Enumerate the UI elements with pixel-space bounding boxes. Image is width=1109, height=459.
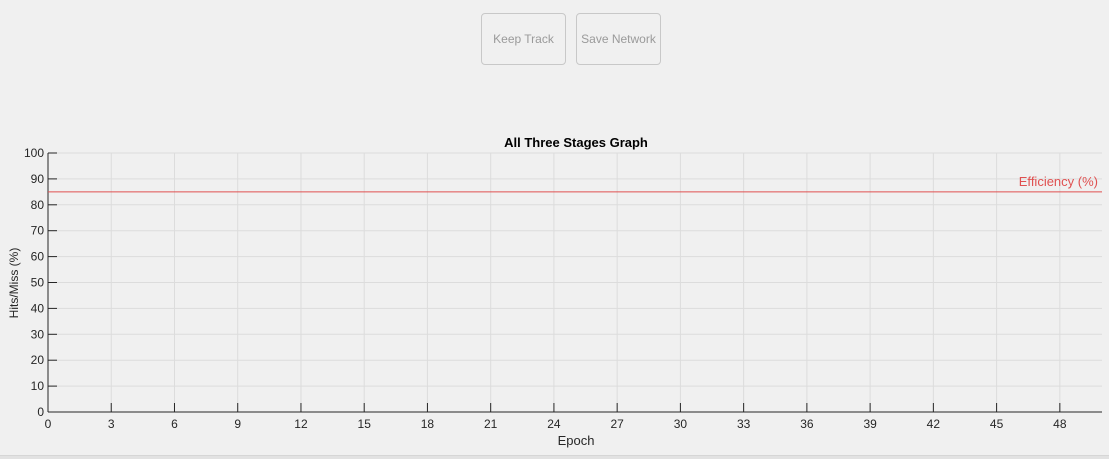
- x-tick-label: 21: [484, 417, 498, 431]
- x-tick-label: 3: [108, 417, 115, 431]
- y-tick-label: 80: [31, 198, 45, 212]
- y-tick-label: 90: [31, 172, 45, 186]
- save-network-button[interactable]: Save Network: [576, 13, 661, 65]
- x-tick-label: 36: [800, 417, 814, 431]
- x-tick-label: 27: [610, 417, 624, 431]
- y-tick-label: 100: [24, 146, 44, 160]
- x-tick-label: 18: [421, 417, 435, 431]
- chart-title: All Three Stages Graph: [504, 135, 648, 150]
- y-tick-label: 20: [31, 353, 45, 367]
- x-tick-label: 0: [45, 417, 52, 431]
- toolbar: Keep Track Save Network: [481, 13, 661, 65]
- x-tick-label: 9: [234, 417, 241, 431]
- y-tick-label: 0: [37, 405, 44, 419]
- x-tick-label: 33: [737, 417, 751, 431]
- x-tick-label: 48: [1053, 417, 1067, 431]
- y-tick-label: 10: [31, 379, 45, 393]
- x-tick-label: 12: [294, 417, 308, 431]
- keep-track-button[interactable]: Keep Track: [481, 13, 566, 65]
- status-strip: [0, 455, 1109, 459]
- x-tick-label: 30: [674, 417, 688, 431]
- y-axis-label: Hits/Miss (%): [7, 248, 21, 319]
- y-tick-label: 50: [31, 276, 45, 290]
- efficiency-line-label: Efficiency (%): [1019, 174, 1098, 189]
- x-tick-label: 39: [863, 417, 877, 431]
- x-tick-label: 24: [547, 417, 561, 431]
- x-tick-label: 15: [358, 417, 372, 431]
- y-tick-label: 30: [31, 327, 45, 341]
- x-tick-label: 42: [927, 417, 941, 431]
- x-tick-label: 6: [171, 417, 178, 431]
- y-tick-label: 40: [31, 301, 45, 315]
- y-tick-label: 70: [31, 224, 45, 238]
- y-tick-label: 60: [31, 250, 45, 264]
- x-tick-label: 45: [990, 417, 1004, 431]
- x-axis-label: Epoch: [558, 433, 595, 448]
